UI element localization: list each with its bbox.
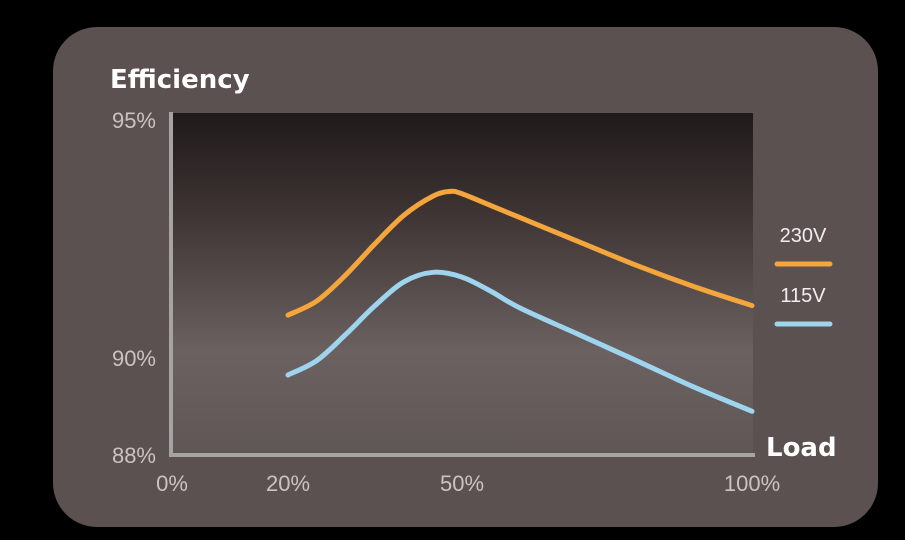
- chart-title: Efficiency: [110, 65, 250, 95]
- y-tick-label: 90%: [112, 346, 156, 371]
- x-tick-label: 100%: [724, 471, 780, 496]
- legend-label: 115V: [780, 285, 826, 307]
- series-line-230V: [285, 188, 755, 318]
- x-tick-label: 20%: [266, 471, 310, 496]
- y-tick-label: 88%: [112, 443, 156, 468]
- x-tick-label: 50%: [440, 471, 484, 496]
- legend-label: 230V: [780, 225, 827, 247]
- plot-area: [173, 113, 753, 455]
- x-axis-label: Load: [766, 433, 837, 463]
- x-tick-label: 0%: [156, 471, 188, 496]
- series-line-115V: [285, 269, 755, 414]
- y-tick-label: 95%: [112, 108, 156, 133]
